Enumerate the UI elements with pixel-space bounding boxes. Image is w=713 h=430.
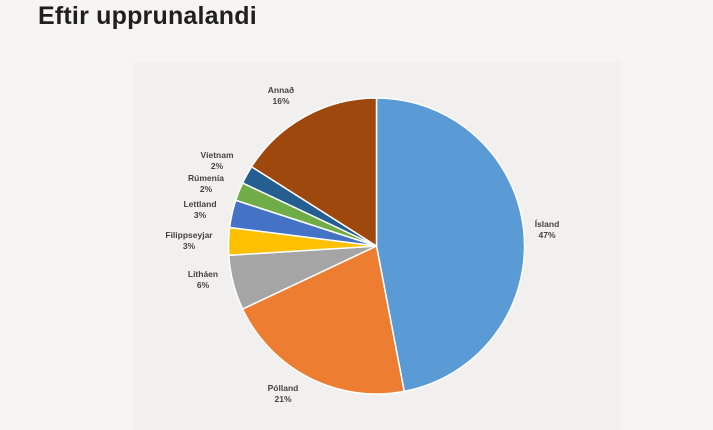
slice-label-percent: 3% bbox=[183, 241, 196, 251]
slice-label-percent: 6% bbox=[197, 280, 210, 290]
slice-label-name: Ísland bbox=[535, 219, 560, 229]
slice-label-name: Lettland bbox=[183, 199, 216, 209]
pie-chart-panel: Ísland 47% Pólland 21% Litháen 6% Filippseyjar… bbox=[133, 62, 620, 430]
pie-slices bbox=[227, 97, 526, 395]
pie-slice-pólland bbox=[241, 244, 406, 395]
slice-label-percent: 16% bbox=[272, 96, 289, 106]
slice-label-percent: 2% bbox=[211, 161, 224, 171]
slice-label-name: Litháen bbox=[188, 269, 218, 279]
slice-label-name: Rúmenía bbox=[188, 173, 224, 183]
slice-label-name: Víetnam bbox=[200, 150, 234, 160]
slice-label-percent: 21% bbox=[274, 394, 291, 404]
slice-label-name: Pólland bbox=[268, 383, 299, 393]
slice-label-percent: 3% bbox=[194, 210, 207, 220]
page-title: Eftir upprunalandi bbox=[38, 2, 257, 30]
slice-label-percent: 47% bbox=[538, 230, 555, 240]
pie-slice-ísland bbox=[375, 97, 526, 393]
pie-slice-annað bbox=[250, 97, 378, 248]
slice-label-percent: 2% bbox=[200, 184, 213, 194]
slice-label-name: Filippseyjar bbox=[165, 230, 213, 240]
slice-label-name: Annað bbox=[268, 85, 294, 95]
